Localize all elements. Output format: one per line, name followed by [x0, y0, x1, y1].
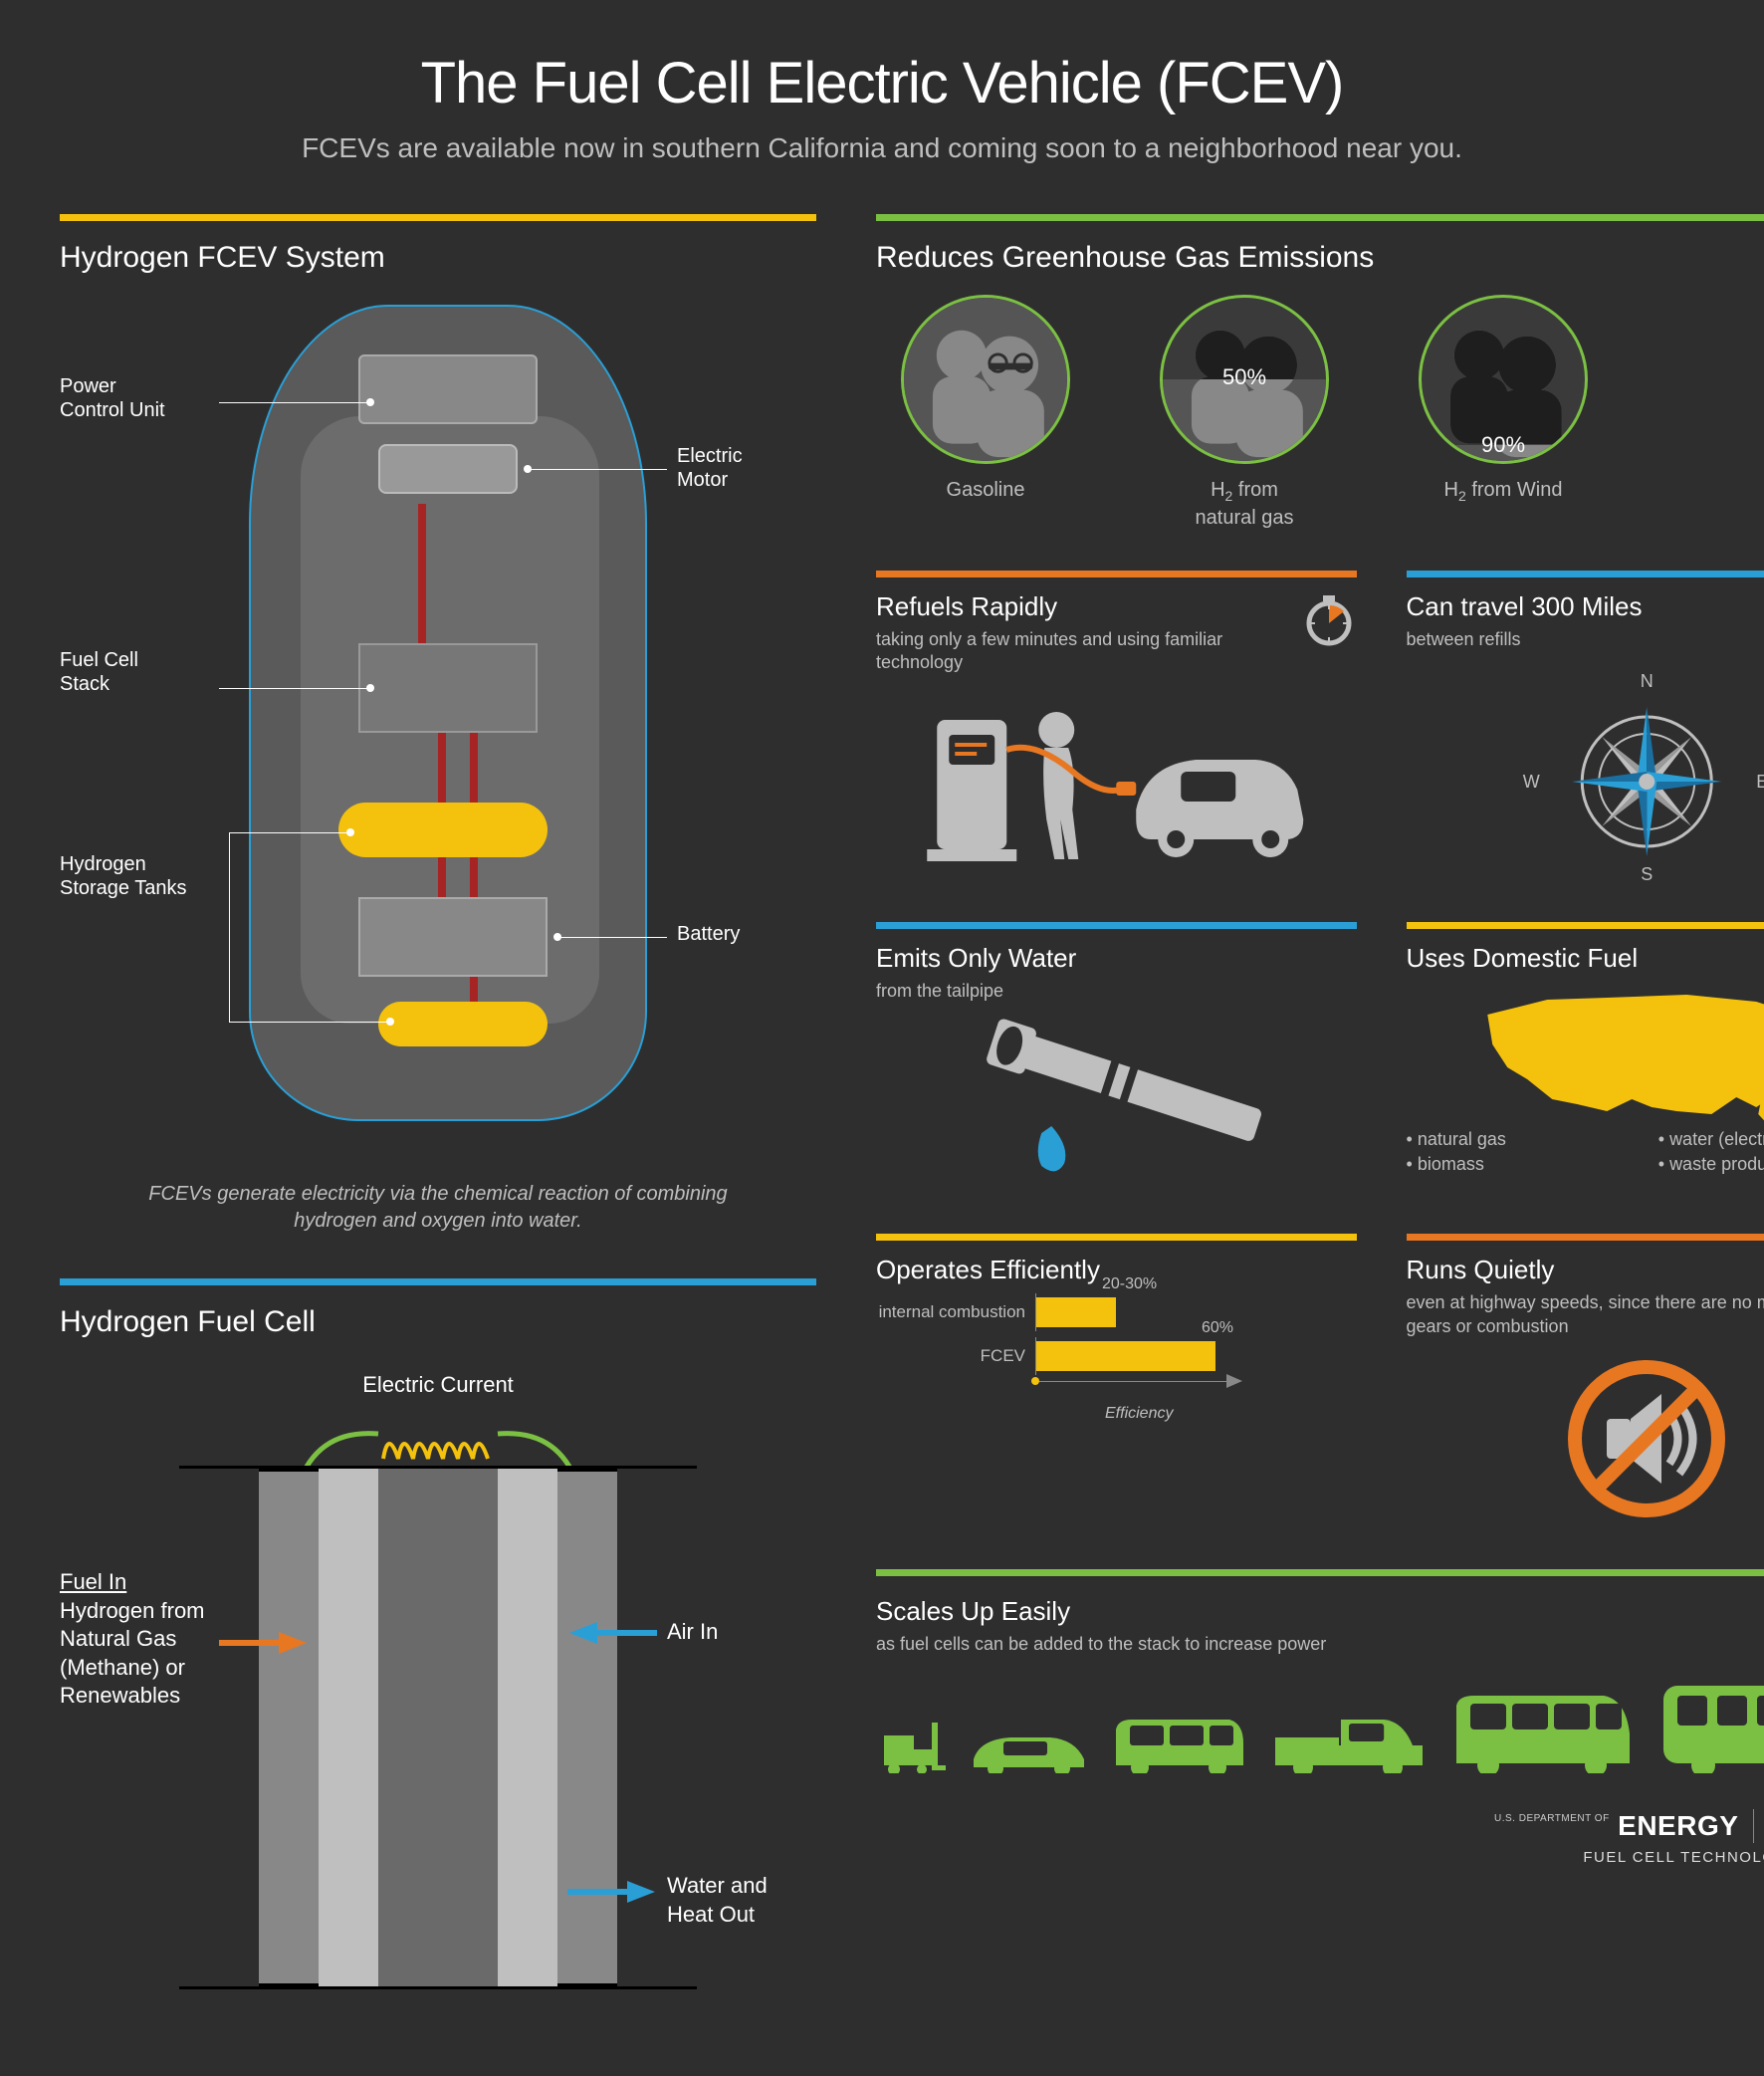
bullet-item: • water (electrolysis)	[1658, 1129, 1764, 1150]
water-out-label: Water andHeat Out	[667, 1872, 768, 1929]
stopwatch-icon	[1301, 591, 1357, 647]
system-rule	[60, 214, 816, 221]
water-sub: from the tailpipe	[876, 980, 1357, 1003]
eere-label: Energy Efficiency &Renewable Energy	[1753, 1809, 1764, 1843]
domestic-title: Uses Domestic Fuel	[1407, 943, 1764, 974]
fuel-cell-diagram: Electric Current Fuel In Hydrogen fromNa…	[60, 1359, 816, 2036]
refuel-card: Refuels Rapidly taking only a few minute…	[876, 571, 1357, 886]
motor-label: ElectricMotor	[677, 444, 743, 492]
page-subtitle: FCEVs are available now in southern Cali…	[60, 132, 1704, 164]
pcu-icon	[358, 354, 538, 424]
scales-card: Scales Up Easily as fuel cells can be ad…	[876, 1569, 1764, 1773]
tanks-label: HydrogenStorage Tanks	[60, 852, 229, 900]
pcu-label: PowerControl Unit	[60, 374, 219, 422]
scales-title: Scales Up Easily	[876, 1596, 1764, 1627]
stack-label: Fuel CellStack	[60, 648, 219, 696]
bullet-item: • waste products	[1658, 1154, 1764, 1175]
svg-text:N: N	[1640, 671, 1653, 691]
system-caption: FCEVs generate electricity via the chemi…	[60, 1181, 816, 1235]
air-in-arrow-icon	[567, 1618, 657, 1648]
battery-icon	[358, 897, 548, 977]
fuel-cell-stack-icon	[358, 643, 538, 733]
ghg-item: 50%H2 fromnatural gas	[1135, 295, 1354, 531]
footer: U.S. DEPARTMENT OF ENERGY Energy Efficie…	[876, 1809, 1764, 1866]
electric-current-label: Electric Current	[60, 1371, 816, 1400]
bus-icon	[1657, 1674, 1764, 1773]
motor-icon	[378, 444, 518, 494]
fuelcell-title: Hydrogen Fuel Cell	[60, 1305, 816, 1339]
hydrogen-tank-icon	[378, 1002, 548, 1046]
compass-icon: N E S W	[1407, 667, 1764, 886]
water-card: Emits Only Water from the tailpipe	[876, 922, 1357, 1198]
ghg-chart: Gasoline 50%H2 fromnatural gas 90%H2 fro…	[876, 295, 1764, 531]
sedan-icon	[966, 1726, 1090, 1773]
fuelcell-rule	[60, 1278, 816, 1285]
refuel-pump-icon	[876, 690, 1357, 869]
quiet-title: Runs Quietly	[1407, 1255, 1764, 1285]
bullet-item: • biomass	[1407, 1154, 1635, 1175]
water-out-arrow-icon	[567, 1877, 657, 1907]
system-title: Hydrogen FCEV System	[60, 241, 816, 275]
energy-logo: ENERGY	[1618, 1810, 1738, 1842]
fuel-in-arrow-icon	[219, 1628, 309, 1658]
range-card: Can travel 300 Miles between refills	[1407, 571, 1764, 886]
ghg-item: 90%H2 from Wind	[1394, 295, 1613, 531]
tailpipe-icon	[876, 1019, 1357, 1188]
water-title: Emits Only Water	[876, 943, 1357, 974]
usa-map-icon	[1407, 980, 1764, 1129]
page-title: The Fuel Cell Electric Vehicle (FCEV)	[60, 50, 1704, 116]
quiet-card: Runs Quietly even at highway speeds, sin…	[1407, 1234, 1764, 1533]
scales-sub: as fuel cells can be added to the stack …	[876, 1633, 1764, 1656]
range-sub: between refills	[1407, 628, 1764, 651]
svg-text:W: W	[1522, 772, 1539, 792]
svg-text:S: S	[1641, 864, 1653, 884]
efficiency-axis-label: Efficiency	[1105, 1405, 1357, 1423]
domestic-bullets: • natural gas • water (electrolysis) • b…	[1407, 1129, 1764, 1175]
water-drop-icon	[1038, 1126, 1066, 1171]
refuel-sub: taking only a few minutes and using fami…	[876, 628, 1287, 675]
domestic-card: Uses Domestic Fuel • natural gas • water…	[1407, 922, 1764, 1198]
range-title: Can travel 300 Miles	[1407, 591, 1764, 622]
fuel-in-label: Hydrogen fromNatural Gas(Methane) orRene…	[60, 1598, 205, 1709]
suv-icon	[1110, 1712, 1249, 1773]
van-icon	[1448, 1689, 1638, 1773]
ghg-rule	[876, 214, 1764, 221]
air-in-label: Air In	[667, 1618, 718, 1647]
refuel-title: Refuels Rapidly	[876, 591, 1287, 622]
no-sound-icon	[1562, 1354, 1731, 1523]
people-icon	[904, 298, 1067, 461]
svg-text:E: E	[1756, 772, 1764, 792]
office-label: FUEL CELL TECHNOLOGIES OFFICE	[876, 1849, 1764, 1866]
quiet-sub: even at highway speeds, since there are …	[1407, 1291, 1764, 1338]
efficient-card: Operates Efficiently internal combustion…	[876, 1234, 1357, 1533]
efficiency-chart: internal combustion 20-30% FCEV 60%	[876, 1293, 1357, 1423]
bullet-item: • natural gas	[1407, 1129, 1635, 1150]
battery-label: Battery	[677, 922, 740, 946]
forklift-icon	[876, 1719, 946, 1773]
fuel-in-heading: Fuel In	[60, 1569, 126, 1594]
ghg-item: Gasoline	[876, 295, 1095, 531]
car-diagram: PowerControl Unit ElectricMotor Fuel Cel…	[60, 295, 816, 1161]
hydrogen-tank-icon	[338, 803, 548, 857]
ghg-title: Reduces Greenhouse Gas Emissions	[876, 241, 1764, 275]
pickup-icon	[1269, 1709, 1429, 1773]
vehicles-row	[876, 1674, 1764, 1773]
